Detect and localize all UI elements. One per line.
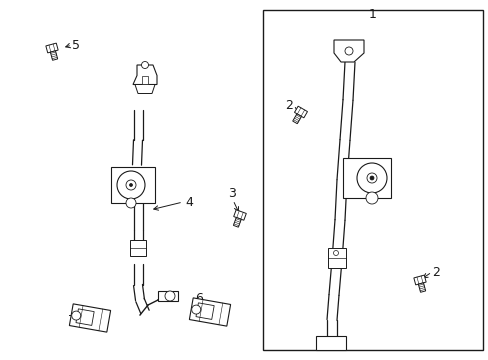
Bar <box>233 210 246 220</box>
Polygon shape <box>133 65 157 85</box>
Polygon shape <box>158 291 178 301</box>
Circle shape <box>191 305 200 314</box>
Text: 6: 6 <box>195 292 203 305</box>
Text: 4: 4 <box>184 195 192 208</box>
Bar <box>130 240 146 256</box>
Text: 2: 2 <box>431 266 439 279</box>
Circle shape <box>72 311 81 320</box>
Polygon shape <box>135 85 155 94</box>
Bar <box>69 304 110 332</box>
Bar <box>189 298 230 326</box>
Text: 2: 2 <box>285 99 292 112</box>
Bar <box>327 248 346 268</box>
Circle shape <box>356 163 386 193</box>
Polygon shape <box>333 40 363 62</box>
Bar <box>233 217 241 227</box>
Circle shape <box>164 291 175 301</box>
Circle shape <box>333 251 338 256</box>
Bar <box>292 114 301 124</box>
Bar <box>76 309 94 325</box>
Bar <box>413 275 425 285</box>
Bar <box>263 10 482 350</box>
Bar <box>196 303 214 319</box>
Circle shape <box>141 62 148 68</box>
Bar <box>50 51 58 60</box>
Text: 1: 1 <box>368 8 376 21</box>
Text: 7: 7 <box>68 314 76 327</box>
Circle shape <box>117 171 145 199</box>
Circle shape <box>129 184 132 186</box>
Text: 3: 3 <box>227 186 235 199</box>
Circle shape <box>126 198 136 208</box>
Circle shape <box>369 176 373 180</box>
Bar <box>142 76 148 84</box>
Text: 5: 5 <box>72 39 80 51</box>
Circle shape <box>366 173 376 183</box>
Bar <box>315 336 346 350</box>
Circle shape <box>365 192 377 204</box>
Bar <box>418 283 425 292</box>
Bar <box>111 167 155 203</box>
Circle shape <box>126 180 136 190</box>
Bar <box>46 43 58 53</box>
Bar <box>342 158 390 198</box>
Bar <box>294 106 307 118</box>
Circle shape <box>345 47 352 55</box>
